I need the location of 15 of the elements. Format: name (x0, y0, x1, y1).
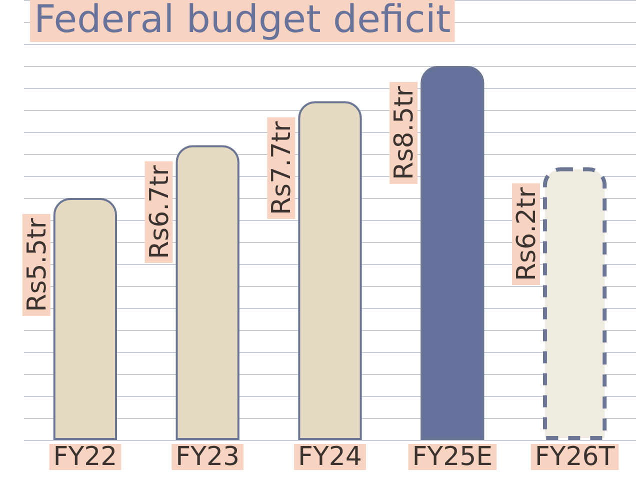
chart-title: Federal budget deficit (34, 0, 451, 41)
bar (176, 145, 240, 440)
bar (420, 66, 484, 440)
bar (298, 101, 362, 440)
x-tick-label: FY26T (534, 442, 615, 472)
data-label: Rs6.2tr (512, 186, 542, 282)
data-label: Rs7.7tr (267, 120, 298, 216)
x-tick-label: FY23 (176, 442, 240, 472)
data-label: Rs8.5tr (390, 86, 420, 180)
data-label: Rs5.5tr (22, 218, 52, 312)
bar (53, 198, 118, 440)
x-tick-label: FY25E (412, 442, 493, 472)
data-label: Rs6.7tr (144, 164, 175, 260)
x-tick-label: FY24 (298, 442, 362, 472)
x-tick-label: FY22 (53, 442, 118, 472)
